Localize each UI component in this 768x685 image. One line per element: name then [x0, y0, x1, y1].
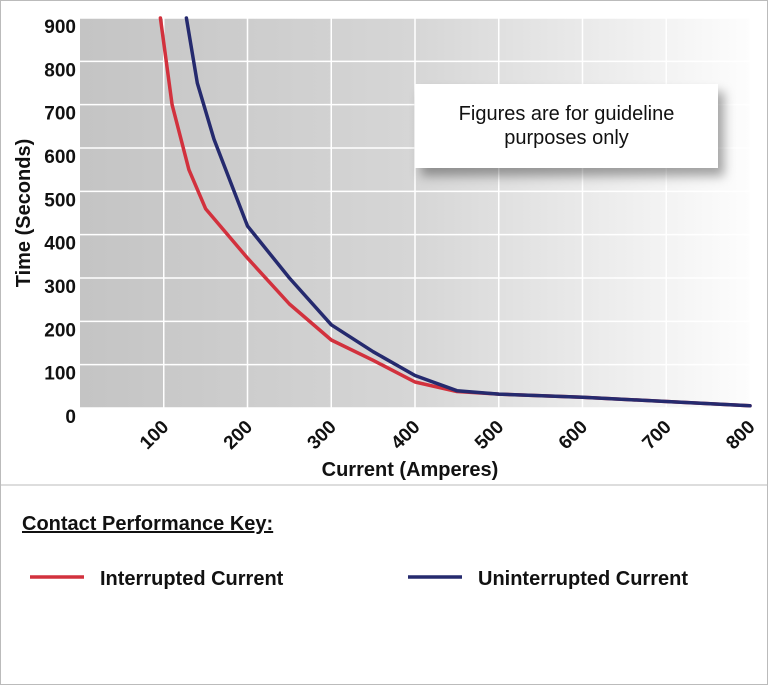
y-tick-label: 900	[44, 17, 76, 38]
y-tick-label: 300	[44, 277, 76, 298]
annotation: Figures are for guideline purposes only	[415, 84, 718, 168]
y-tick-label: 700	[44, 104, 76, 125]
legend-title: Contact Performance Key:	[22, 513, 273, 535]
y-tick-label: 0	[65, 407, 76, 428]
y-tick-label: 500	[44, 190, 76, 211]
y-tick-label: 800	[44, 60, 76, 81]
series-line	[184, 16, 752, 408]
y-tick-label: 400	[44, 234, 76, 255]
y-tick-label: 100	[44, 364, 76, 385]
y-tick-label: 200	[44, 320, 76, 341]
y-tick-label: 600	[44, 147, 76, 168]
legend-label: Interrupted Current	[100, 568, 284, 590]
legend-label: Uninterrupted Current	[478, 568, 688, 590]
y-axis-label: Time (Seconds)	[13, 139, 35, 288]
x-axis-label: Current (Amperes)	[322, 459, 499, 481]
